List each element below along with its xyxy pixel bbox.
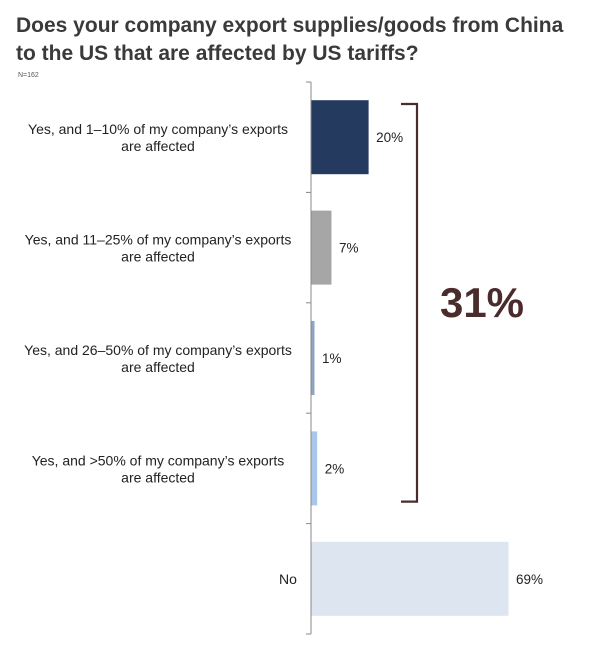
category-label: Yes, and 11–25% of my company’s exports a…: [25, 232, 292, 265]
data-label: 7%: [339, 241, 359, 256]
category-label: Yes, and >50% of my company’s exports are…: [32, 452, 285, 485]
category-label: Yes, and 26–50% of my company’s exports a…: [24, 342, 292, 375]
data-label: 69%: [516, 572, 543, 587]
total-annotation: 31%: [440, 279, 524, 326]
bar: [311, 541, 509, 616]
total-bracket: [401, 102, 419, 503]
data-label: 2%: [325, 461, 345, 476]
bar: [311, 321, 315, 395]
category-label: No: [279, 571, 297, 587]
bar: [311, 431, 318, 506]
data-label: 1%: [322, 351, 342, 366]
chart-title: Does your company export supplies/goods …: [16, 14, 564, 65]
bar: [311, 210, 332, 285]
sample-size: N=162: [18, 72, 39, 79]
data-label: 20%: [376, 130, 403, 145]
bar: [311, 100, 369, 175]
category-label: Yes, and 1–10% of my company’s exports ar…: [28, 121, 288, 154]
